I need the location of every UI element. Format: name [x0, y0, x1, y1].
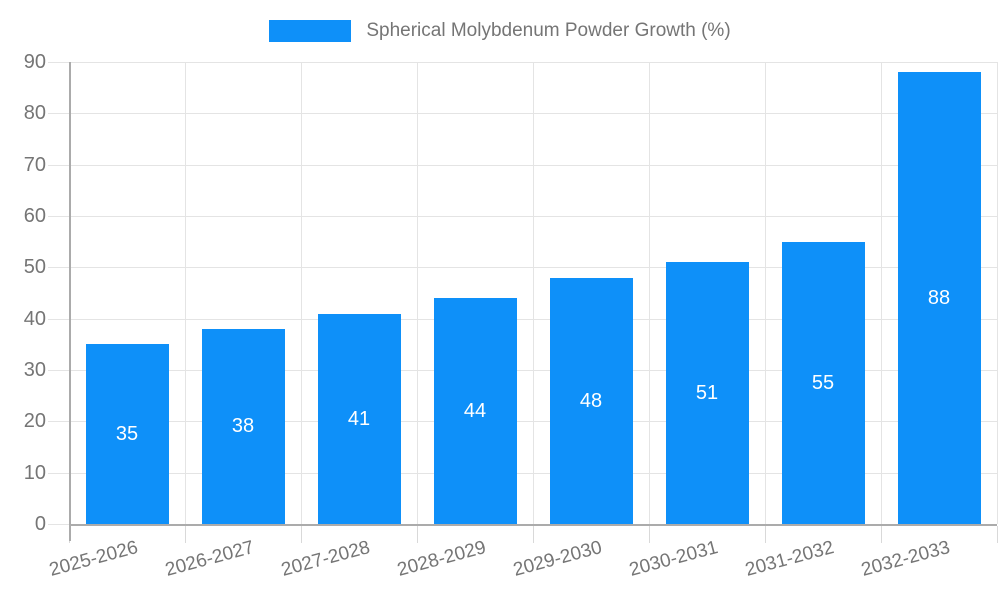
y-gridline [48, 472, 997, 474]
bar[interactable] [665, 262, 749, 524]
bar-value-label: 41 [347, 407, 371, 430]
x-tick-label: 2032-2033 [859, 537, 953, 581]
y-gridline [48, 370, 997, 371]
legend-item[interactable]: Spherical Molybdenum Powder Growth (%) [0, 20, 1000, 42]
x-tick-mark [185, 526, 186, 543]
bar[interactable] [433, 298, 517, 524]
legend-label: Spherical Molybdenum Powder Growth (%) [366, 20, 731, 41]
x-tick-label: 2026-2027 [163, 537, 257, 581]
bar-value-label: 51 [695, 382, 719, 405]
y-tick-label: 90 [23, 51, 46, 73]
x-gridline [881, 62, 882, 524]
x-tick-label: 2028-2029 [395, 537, 489, 581]
bar-value-label: 55 [811, 371, 835, 394]
y-gridline [48, 113, 997, 115]
bar[interactable] [781, 241, 865, 524]
y-tick-label: 70 [23, 153, 46, 176]
x-tick-label: 2030-2031 [627, 537, 721, 581]
x-gridline [997, 62, 998, 524]
x-tick-mark [997, 526, 998, 543]
y-gridline [48, 318, 997, 320]
y-tick-label: 60 [23, 205, 46, 227]
bar[interactable] [549, 277, 633, 524]
y-gridline [48, 216, 997, 217]
x-tick-mark [417, 526, 418, 543]
x-gridline [649, 62, 650, 524]
x-tick-label: 2029-2030 [511, 537, 605, 581]
x-gridline [533, 62, 534, 524]
x-axis-line [69, 524, 997, 526]
bar-value-label: 48 [579, 389, 603, 412]
x-tick-mark [765, 526, 766, 543]
x-tick-label: 2031-2032 [743, 537, 837, 581]
y-tick-label: 0 [34, 513, 46, 535]
y-tick-label: 30 [23, 359, 46, 381]
y-tick-label: 50 [23, 256, 46, 279]
y-gridline [48, 62, 997, 63]
x-tick-label: 2027-2028 [279, 537, 373, 581]
x-gridline [301, 62, 302, 524]
y-tick-label: 20 [23, 410, 46, 433]
x-tick-mark [533, 526, 534, 543]
bar-value-label: 38 [231, 415, 255, 438]
legend-swatch-icon [269, 20, 352, 42]
y-tick-label: 80 [23, 102, 46, 125]
y-tick-label: 40 [23, 307, 46, 330]
bar[interactable] [201, 328, 285, 524]
bar-value-label: 44 [463, 400, 487, 423]
bar[interactable] [897, 72, 981, 524]
bar-value-label: 88 [927, 287, 951, 310]
bar[interactable] [317, 313, 401, 524]
y-gridline [48, 267, 997, 269]
x-gridline [185, 62, 186, 524]
y-axis-line [69, 62, 71, 541]
x-tick-mark [649, 526, 650, 543]
y-tick-label: 10 [23, 461, 46, 484]
x-gridline [417, 62, 418, 524]
bar-value-label: 35 [115, 423, 139, 446]
x-tick-label: 2025-2026 [47, 537, 141, 581]
bar[interactable] [85, 344, 169, 524]
x-tick-mark [301, 526, 302, 543]
x-tick-mark [881, 526, 882, 543]
y-gridline [48, 164, 997, 166]
y-gridline [48, 421, 997, 423]
x-gridline [765, 62, 766, 524]
